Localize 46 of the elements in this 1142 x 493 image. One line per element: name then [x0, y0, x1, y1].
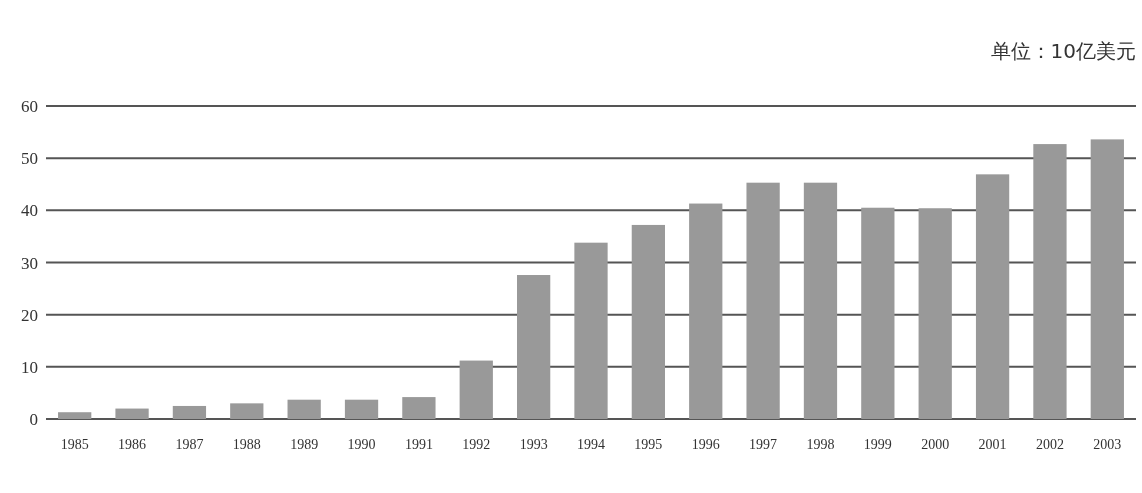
x-tick-label: 2000 [921, 437, 950, 452]
bar [861, 207, 895, 419]
bar [689, 203, 723, 419]
bar [1033, 144, 1067, 419]
y-tick-label: 10 [21, 357, 38, 377]
bar [58, 412, 92, 419]
x-tick-label: 2001 [978, 437, 1007, 452]
bar [746, 182, 780, 419]
bar [1090, 139, 1124, 419]
x-tick-label: 2003 [1093, 437, 1122, 452]
x-tick-label: 1998 [806, 437, 835, 452]
x-tick-label: 1987 [175, 437, 204, 452]
x-tick-label: 1989 [290, 437, 319, 452]
bar [230, 403, 264, 419]
x-tick-label: 1991 [404, 437, 433, 452]
y-tick-label: 0 [29, 410, 38, 429]
y-tick-label: 30 [21, 253, 38, 273]
bar [975, 174, 1010, 419]
y-tick-label: 60 [21, 97, 38, 116]
x-tick-label: 1995 [634, 437, 663, 452]
bar [402, 397, 436, 419]
bar [344, 399, 379, 419]
bar [287, 399, 321, 419]
bar [918, 208, 952, 419]
bar [172, 405, 207, 419]
x-tick-label: 2002 [1035, 437, 1064, 452]
x-tick-label: 1994 [577, 437, 605, 452]
x-tick-label: 1999 [863, 437, 892, 452]
bar [115, 408, 149, 419]
x-tick-label: 1986 [118, 437, 147, 452]
x-tick-label: 1996 [691, 437, 720, 452]
y-tick-label: 50 [21, 149, 38, 169]
bar [517, 275, 551, 419]
y-tick-label: 40 [21, 201, 38, 221]
y-tick-label: 20 [21, 305, 38, 325]
bar [631, 224, 666, 419]
x-tick-label: 1992 [462, 437, 491, 452]
bar [574, 242, 608, 419]
bar [459, 360, 493, 419]
x-tick-label: 1990 [347, 437, 376, 452]
x-tick-label: 1988 [232, 437, 261, 452]
x-tick-label: 1997 [749, 437, 778, 452]
x-tick-label: 1985 [60, 437, 89, 452]
x-tick-label: 1993 [519, 437, 548, 452]
text: 单位：10亿美元 [990, 39, 1136, 63]
bar [803, 182, 838, 419]
